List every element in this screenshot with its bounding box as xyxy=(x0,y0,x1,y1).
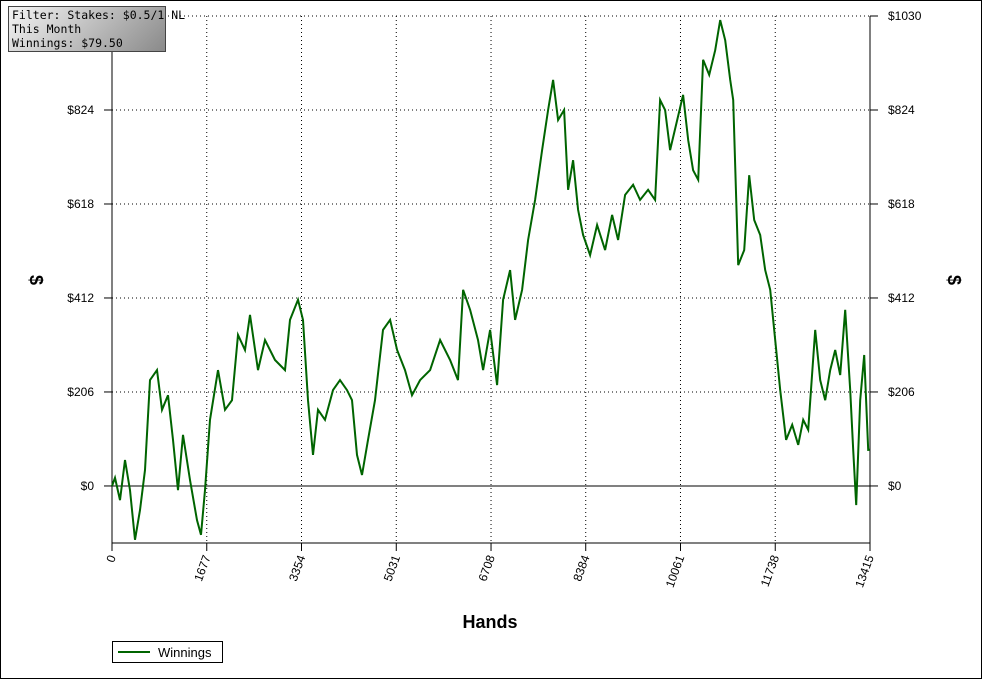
series-line xyxy=(111,19,871,540)
y2-tick-label: $0 xyxy=(888,479,902,493)
filter-line: Winnings: $79.50 xyxy=(12,36,123,50)
y-axis-label: $ xyxy=(26,275,46,285)
y-tick-label: $618 xyxy=(67,197,94,211)
legend-label: Winnings xyxy=(158,645,212,660)
y2-axis-label: $ xyxy=(944,275,964,285)
y2-tick-label: $618 xyxy=(888,197,915,211)
y-tick-label: $206 xyxy=(67,385,94,399)
y-tick-label: $412 xyxy=(67,291,94,305)
filter-line: This Month xyxy=(12,22,82,36)
y2-tick-label: $824 xyxy=(888,103,915,117)
filter-line: Filter: Stakes: $0.5/1 NL xyxy=(12,8,186,22)
x-tick-label: 0 xyxy=(103,553,119,564)
x-axis-label: Hands xyxy=(462,612,517,632)
filter-box: Filter: Stakes: $0.5/1 NL This Month Win… xyxy=(8,6,186,52)
y-tick-label: $0 xyxy=(81,479,95,493)
y2-tick-label: $412 xyxy=(888,291,915,305)
y2-tick-label: $1030 xyxy=(888,9,922,23)
y2-tick-label: $206 xyxy=(888,385,915,399)
legend: Winnings xyxy=(112,641,223,663)
legend-box xyxy=(112,641,223,663)
y-tick-label: $824 xyxy=(67,103,94,117)
